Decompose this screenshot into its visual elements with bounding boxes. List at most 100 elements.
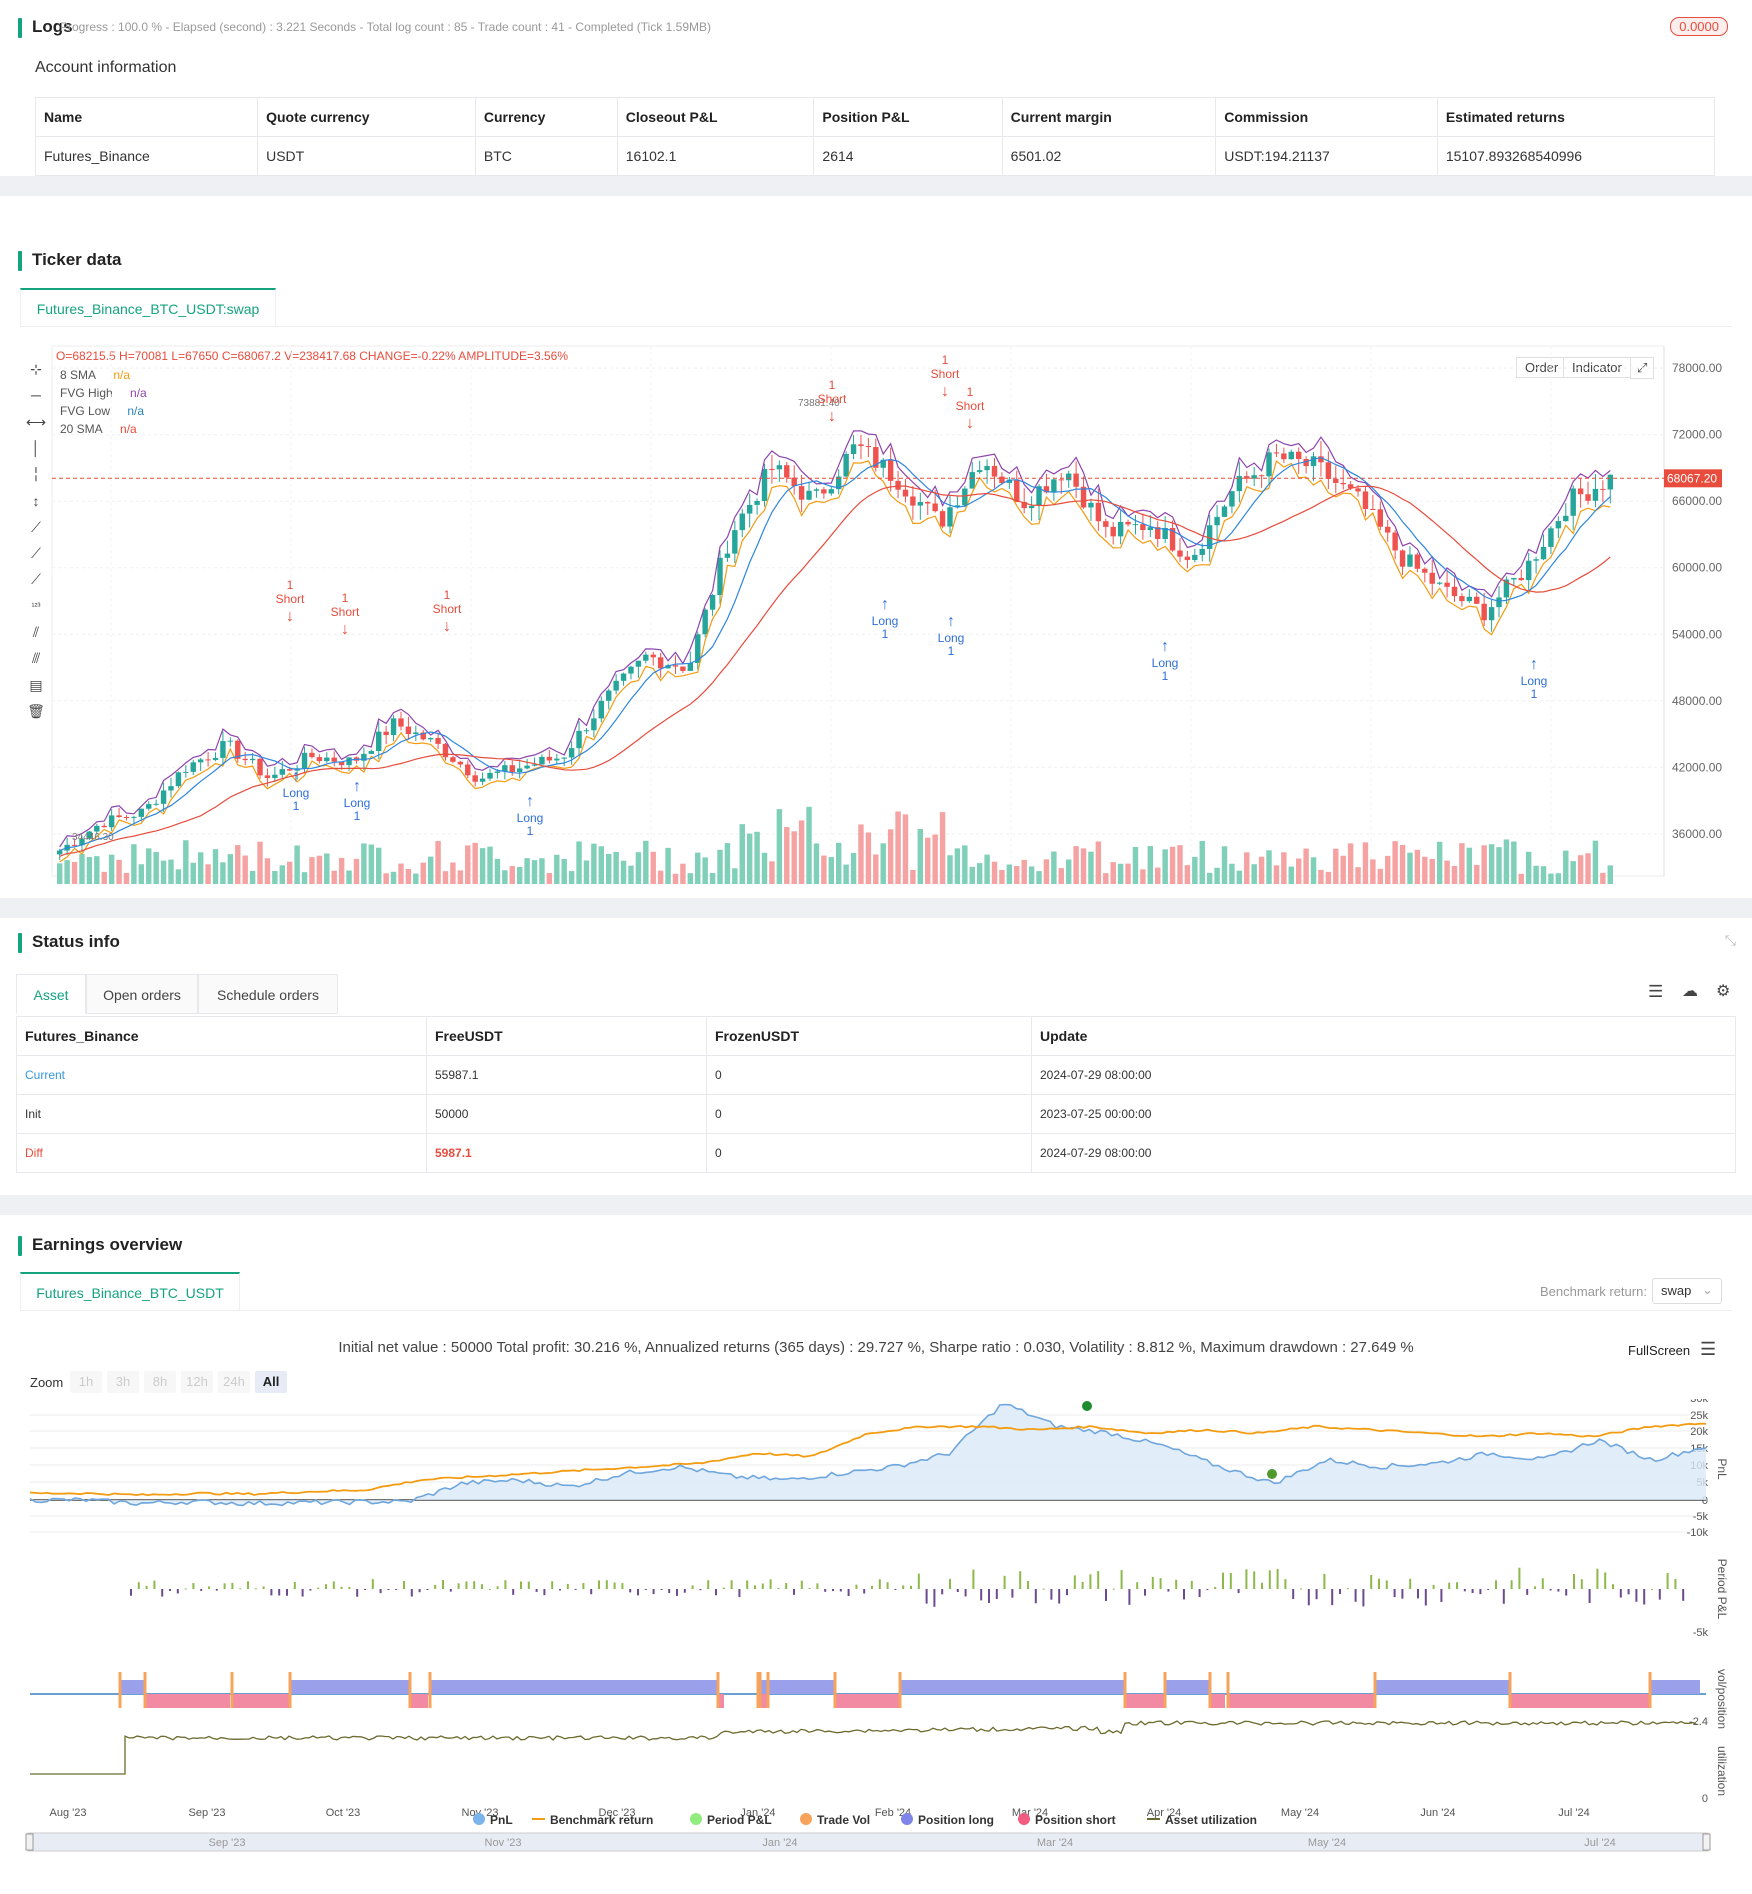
account-header-row-cell: Current margin <box>1001 97 1217 137</box>
price-tick-label: 78000.00 <box>1672 361 1722 375</box>
candle-body <box>695 634 701 663</box>
candle-body <box>175 772 182 787</box>
candle-body <box>494 771 501 773</box>
period-pnl-bar <box>145 1585 148 1589</box>
earnings-tab[interactable]: Futures_Binance_BTC_USDT <box>20 1272 240 1310</box>
price-tick-label: 54000.00 <box>1672 627 1722 641</box>
period-pnl-bar <box>153 1580 156 1589</box>
zoom-1h[interactable]: 1h <box>70 1371 102 1393</box>
gear-icon[interactable]: ⚙ <box>1716 983 1731 1000</box>
account-header-row-cell: Position P&L <box>813 97 1003 137</box>
fib-icon[interactable]: ⫻ <box>31 650 41 667</box>
candle-body <box>1399 550 1406 567</box>
navigator-tick-label: Sep '23 <box>209 1837 246 1849</box>
candle-body <box>531 764 538 766</box>
period-pnl-bar <box>1362 1589 1365 1607</box>
navigator-handle-right[interactable] <box>1702 1833 1711 1851</box>
short-arrow-icon: ↓ <box>443 618 451 635</box>
account-data-row-cell: 2614 <box>813 136 1003 176</box>
vline-icon[interactable]: │ <box>31 439 41 456</box>
zoom-All[interactable]: All <box>255 1371 287 1393</box>
parallel-channel-icon[interactable]: ⫽ <box>32 624 40 640</box>
zoom-24h[interactable]: 24h <box>218 1371 250 1393</box>
candle-body <box>1288 451 1294 460</box>
ray-icon[interactable]: ⟷ <box>26 413 47 430</box>
volume-bar <box>620 860 627 884</box>
volume-bar <box>917 828 924 884</box>
zoom-12h[interactable]: 12h <box>181 1371 213 1393</box>
candle-body <box>71 844 78 846</box>
axis-title: PnL <box>1715 1458 1729 1480</box>
ticker-tab[interactable]: Futures_Binance_BTC_USDT:swap <box>20 288 276 326</box>
volume-bar <box>887 829 894 884</box>
period-pnl-bar <box>1089 1574 1092 1589</box>
period-pnl-bar <box>1580 1579 1583 1589</box>
zoom-3h[interactable]: 3h <box>107 1371 139 1393</box>
volume-bar <box>353 858 360 884</box>
legend-swatch <box>690 1813 702 1825</box>
volume-bar <box>1399 844 1406 884</box>
period-pnl-bar <box>1253 1571 1256 1589</box>
navigator-handle-left[interactable] <box>25 1833 34 1851</box>
collapse-icon[interactable]: ⤡ <box>1724 932 1736 948</box>
period-pnl-bar <box>1674 1579 1677 1589</box>
fullscreen-button[interactable]: FullScreen <box>1628 1343 1691 1358</box>
price-label-icon[interactable]: ¹²³ <box>31 600 41 611</box>
tab-schedule-orders[interactable]: Schedule orders <box>198 974 338 1014</box>
earnings-chart[interactable]: 30k25k20k15k10k5k0-5k-10k-5k-2.40PnLPeri… <box>0 1399 1752 1879</box>
earnings-title: Earnings overview <box>18 1235 182 1256</box>
volume-bar <box>1392 841 1398 884</box>
menu-icon[interactable]: ☰ <box>1700 1339 1717 1359</box>
volume-bar <box>1080 848 1087 884</box>
signal-qty: 1 <box>354 809 361 823</box>
zoom-8h[interactable]: 8h <box>144 1371 176 1393</box>
period-pnl-bar <box>1424 1589 1427 1606</box>
candle-body <box>1199 548 1205 555</box>
trend-ray-icon[interactable]: ⟋ <box>31 545 41 562</box>
position-short-block <box>145 1694 230 1708</box>
volume-bar <box>591 843 597 884</box>
candle-body <box>598 700 605 719</box>
period-pnl-bar <box>379 1589 382 1594</box>
long-signal-label: Long <box>1521 674 1548 688</box>
segment-icon[interactable]: ⟋ <box>31 571 41 588</box>
trash-icon[interactable]: 🗑 <box>27 702 45 719</box>
volume-bar <box>316 855 323 884</box>
earnings-panel: Earnings overview Futures_Binance_BTC_US… <box>0 1215 1752 1894</box>
vseg-icon[interactable]: ↕ <box>32 492 40 509</box>
tab-asset[interactable]: Asset <box>16 974 86 1014</box>
vray-icon[interactable]: ╎ <box>31 466 41 483</box>
candle-body <box>754 500 760 505</box>
candle-body <box>702 609 708 635</box>
candle-body <box>917 501 924 506</box>
ticker-tab-underline <box>20 326 1732 327</box>
trend-line-icon[interactable]: ⟋ <box>31 518 41 535</box>
candlestick-chart[interactable]: 78000.00 72000.00 66000.00 60000.00 54000.00… <box>0 336 1752 896</box>
navigator-bar[interactable] <box>27 1832 1709 1852</box>
account-header-row-cell: Commission <box>1215 97 1438 137</box>
rect-icon[interactable]: ▤ <box>29 676 43 693</box>
volume-bar <box>1006 864 1013 884</box>
legend-swatch <box>800 1813 812 1825</box>
volume-bar <box>613 851 619 884</box>
volume-bar <box>1503 839 1510 884</box>
period-pnl-bar <box>481 1584 483 1589</box>
candle-body <box>272 774 278 779</box>
pnl-tick-label: -5k <box>1693 1511 1709 1523</box>
candle-body <box>1251 475 1257 479</box>
indicator-button[interactable]: Indicator <box>1563 357 1631 378</box>
position-short-block <box>410 1694 428 1708</box>
crosshair-icon[interactable]: ⊹ <box>30 361 42 377</box>
logs-panel: Logs Progress : 100.0 % - Elapsed (secon… <box>0 0 1752 176</box>
account-title: Account information <box>35 59 177 76</box>
benchmark-select[interactable]: swap ⌄ <box>1652 1278 1722 1304</box>
period-pnl-bar <box>746 1580 749 1589</box>
cloud-icon[interactable]: ☁ <box>1682 983 1698 1000</box>
pnl-tick-label: 30k <box>1690 1399 1708 1405</box>
order-button[interactable]: Order <box>1516 357 1568 378</box>
hline-icon[interactable]: ─ <box>31 387 41 404</box>
tab-open-orders[interactable]: Open orders <box>86 974 198 1014</box>
list-icon[interactable]: ☰ <box>1648 982 1664 1001</box>
legend-label: Period P&L <box>707 1813 772 1827</box>
volume-bar <box>1199 840 1205 884</box>
